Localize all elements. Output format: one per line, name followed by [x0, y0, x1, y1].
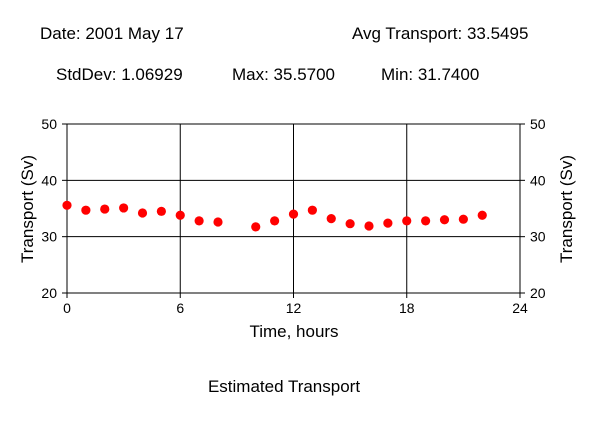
x-tick-label: 18 [399, 300, 415, 316]
max-label: Max: 35.5700 [232, 65, 336, 84]
y-tick-label-left: 30 [41, 229, 57, 245]
y-tick-label-right: 20 [530, 285, 546, 301]
y-tick-label-left: 40 [41, 172, 57, 188]
x-tick-label: 24 [512, 300, 528, 316]
data-point [175, 210, 185, 220]
y-tick-label-left: 50 [41, 116, 57, 132]
data-point [137, 208, 148, 218]
data-point [62, 200, 72, 210]
data-point [194, 216, 204, 226]
min-label: Min: 31.7400 [381, 65, 480, 84]
y-tick-label-right: 30 [530, 229, 546, 245]
data-point [477, 210, 487, 220]
data-point [402, 216, 412, 226]
data-point [364, 221, 374, 231]
x-tick-label: 12 [286, 300, 302, 316]
x-tick-label: 6 [176, 300, 184, 316]
data-point [458, 214, 468, 224]
data-point [213, 217, 223, 227]
x-tick-label: 0 [63, 300, 71, 316]
date-label: Date: 2001 May 17 [40, 24, 184, 43]
data-point [270, 216, 280, 226]
stddev-label: StdDev: 1.06929 [56, 65, 183, 84]
chart-caption: Estimated Transport [208, 377, 360, 396]
y-axis-label-right: Transport (Sv) [557, 155, 576, 263]
data-points [62, 200, 487, 232]
x-axis-label: Time, hours [249, 322, 338, 341]
data-point [119, 203, 129, 213]
data-point [156, 206, 166, 216]
data-point [326, 214, 336, 224]
data-point [421, 216, 431, 226]
data-point [439, 215, 450, 225]
y-tick-label-right: 40 [530, 172, 546, 188]
data-point [345, 219, 355, 229]
avg-transport-label: Avg Transport: 33.5495 [352, 24, 529, 43]
data-point [288, 209, 299, 219]
data-point [307, 205, 317, 215]
y-tick-label-right: 50 [530, 116, 546, 132]
data-point [383, 218, 393, 228]
grid [67, 124, 520, 293]
data-point [100, 204, 110, 214]
data-point [81, 205, 91, 215]
data-point [251, 222, 261, 232]
y-tick-label-left: 20 [41, 285, 57, 301]
y-axis-label-left: Transport (Sv) [18, 155, 37, 263]
